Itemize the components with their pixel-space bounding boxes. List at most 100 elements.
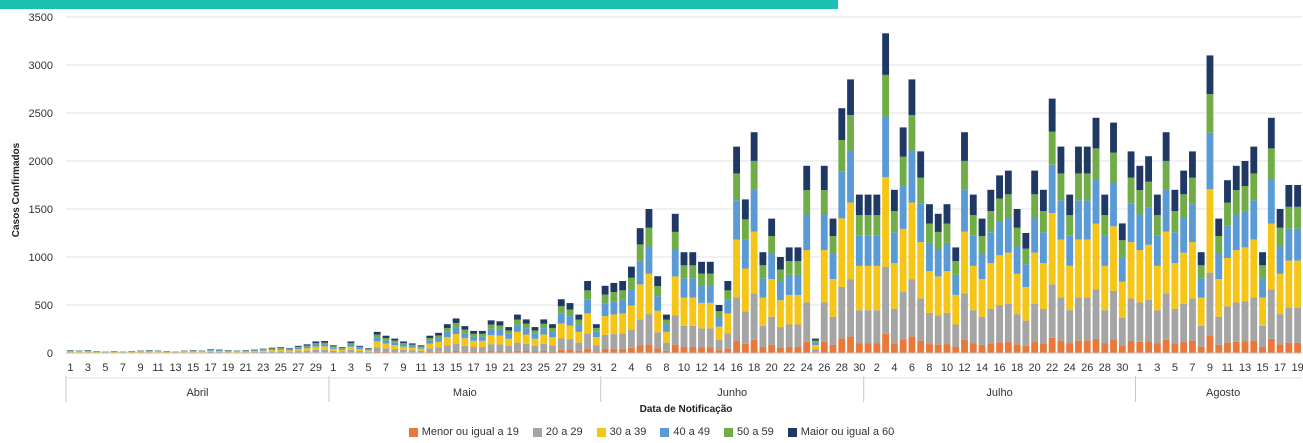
bar-segment <box>943 223 951 243</box>
bar-segment <box>505 351 513 353</box>
bar-stack <box>312 341 320 353</box>
bar-segment <box>645 273 653 315</box>
bar-stack <box>303 344 311 353</box>
bar-segment <box>1215 316 1223 345</box>
bar-segment <box>592 331 600 338</box>
bar-segment <box>777 269 784 282</box>
bar-segment <box>926 223 933 243</box>
bar-segment <box>329 346 337 348</box>
bar-segment <box>890 232 898 264</box>
bar-segment <box>566 303 574 310</box>
x-tick-label: 10 <box>678 362 690 374</box>
bar-segment <box>671 344 679 353</box>
x-tick-label: 30 <box>853 362 865 374</box>
bar-segment <box>820 190 828 215</box>
bar-segment <box>987 308 995 344</box>
bar-stack <box>1013 209 1021 353</box>
bar-segment <box>338 351 346 353</box>
bar-segment <box>803 214 811 251</box>
bar-segment <box>154 351 162 353</box>
bar-stack <box>338 347 346 353</box>
bar-segment <box>759 297 767 326</box>
bar-segment <box>803 165 811 191</box>
bar-segment <box>1197 278 1205 298</box>
bar-segment <box>452 343 460 351</box>
bar-segment <box>391 349 399 353</box>
bar-stack <box>1171 189 1179 353</box>
bar-segment <box>1197 265 1205 279</box>
x-tick-label: 10 <box>941 362 953 374</box>
bar-segment <box>1075 239 1082 298</box>
bar-segment <box>1215 253 1223 280</box>
bar-segment <box>1267 178 1275 224</box>
bar-stack <box>1048 98 1056 353</box>
x-tick-label: 24 <box>1064 362 1076 374</box>
bar-segment <box>584 348 591 353</box>
bar-segment <box>1039 308 1047 344</box>
bar-segment <box>978 316 986 345</box>
bar-segment <box>829 253 837 280</box>
y-tick-label: 2500 <box>29 108 53 120</box>
bar-segment <box>496 321 504 326</box>
bar-stack <box>540 319 548 353</box>
bar-stack <box>487 320 495 353</box>
bar-segment <box>1145 244 1153 300</box>
bar-segment <box>1118 345 1126 353</box>
bar-segment <box>242 350 250 352</box>
bar-segment <box>470 347 478 352</box>
bar-segment <box>1057 239 1065 298</box>
bar-segment <box>1276 314 1284 345</box>
bar-segment <box>926 204 933 224</box>
bar-stack <box>1153 194 1161 353</box>
bar-segment <box>452 350 460 353</box>
bar-segment <box>1232 341 1240 353</box>
bar-segment <box>1110 339 1117 353</box>
bar-segment <box>847 279 854 337</box>
bar-stack <box>952 247 960 353</box>
bar-segment <box>1066 343 1074 353</box>
bar-segment <box>899 228 907 293</box>
bar-segment <box>1118 240 1126 258</box>
x-tick-label: 17 <box>1274 362 1286 374</box>
bar-segment <box>1224 306 1231 343</box>
bar-segment <box>1031 303 1039 343</box>
bar-segment <box>242 351 250 353</box>
x-tick-label: 8 <box>663 362 669 374</box>
bar-stack <box>1189 151 1196 353</box>
x-tick-label: 22 <box>783 362 795 374</box>
bar-segment <box>926 344 933 353</box>
bar-segment <box>838 108 846 141</box>
bar-segment <box>706 285 714 303</box>
x-tick-label: 28 <box>836 362 848 374</box>
bar-segment <box>505 330 513 334</box>
bar-segment <box>750 160 758 190</box>
bar-segment <box>1057 297 1065 341</box>
bar-segment <box>224 351 232 353</box>
bar-segment <box>1031 194 1039 219</box>
bar-segment <box>724 290 732 300</box>
bar-segment <box>391 345 399 350</box>
bar-segment <box>391 342 399 346</box>
bar-segment <box>1048 213 1056 285</box>
bar-stack <box>908 79 916 353</box>
bar-segment <box>1162 293 1170 340</box>
bar-segment <box>259 350 267 352</box>
bar-segment <box>715 350 723 353</box>
bar-segment <box>373 347 381 352</box>
bar-stack <box>1267 117 1275 353</box>
bar-segment <box>1224 202 1231 226</box>
bar-segment <box>917 151 925 178</box>
bar-segment <box>820 165 828 191</box>
bar-stack <box>627 266 635 353</box>
bar-stack <box>864 194 872 353</box>
bar-segment <box>294 349 302 352</box>
bar-segment <box>417 350 425 353</box>
bar-segment <box>1118 223 1126 241</box>
bar-segment <box>733 239 741 298</box>
x-tick-label: 7 <box>1189 362 1195 374</box>
bar-segment <box>391 340 399 343</box>
bar-segment <box>601 316 609 335</box>
bar-segment <box>820 302 828 342</box>
bar-segment <box>794 294 802 325</box>
bar-segment <box>575 342 583 351</box>
